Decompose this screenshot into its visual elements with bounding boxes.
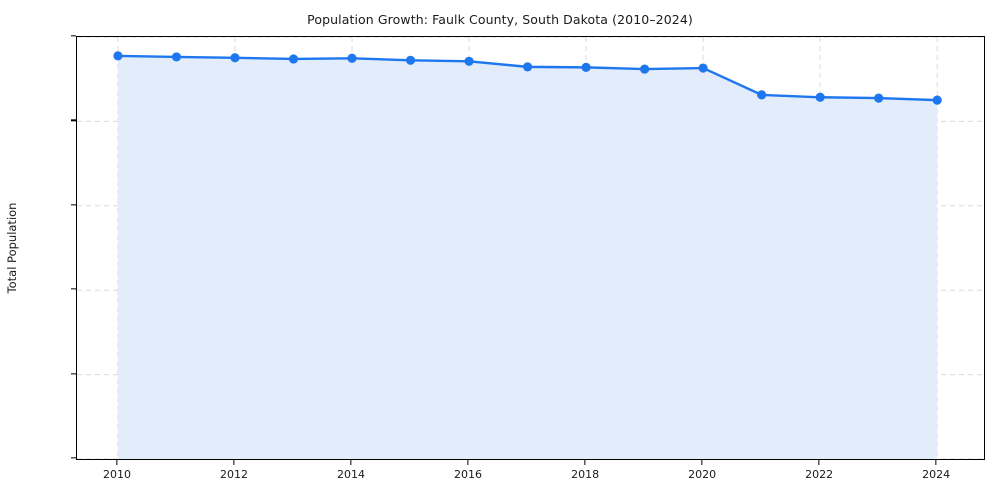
x-tick-label: 2024: [922, 468, 951, 481]
x-tick-label: 2020: [688, 468, 717, 481]
x-tick-mark: [233, 460, 235, 465]
x-tick-label: 2012: [219, 468, 248, 481]
x-tick-mark: [584, 460, 586, 465]
x-tick-mark: [350, 460, 352, 465]
x-tick-label: 2018: [571, 468, 600, 481]
x-tick-mark: [818, 460, 820, 465]
x-tick-label: 2022: [805, 468, 834, 481]
x-tick-mark: [116, 460, 118, 465]
y-axis-label: Total Population: [5, 202, 19, 294]
plot-area: [76, 36, 985, 460]
x-tick-mark: [701, 460, 703, 465]
x-tick-mark: [935, 460, 937, 465]
x-tick-label: 2016: [454, 468, 483, 481]
x-tick-mark: [467, 460, 469, 465]
x-tick-label: 2014: [337, 468, 366, 481]
chart-title: Population Growth: Faulk County, South D…: [307, 12, 693, 27]
series-plot: [77, 37, 984, 459]
x-tick-label: 2010: [102, 468, 131, 481]
